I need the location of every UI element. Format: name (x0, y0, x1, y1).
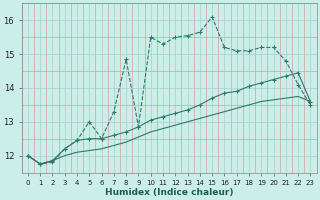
X-axis label: Humidex (Indice chaleur): Humidex (Indice chaleur) (105, 188, 233, 197)
